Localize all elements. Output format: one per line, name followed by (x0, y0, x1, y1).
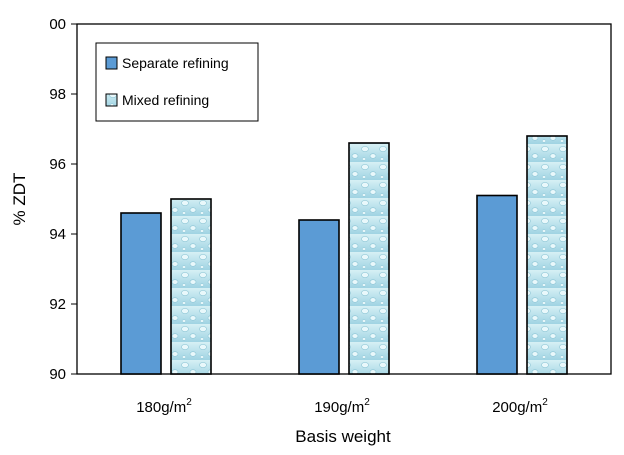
y-axis-title: % ZDT (10, 173, 29, 226)
y-tick-label: 98 (49, 86, 66, 103)
x-tick-label: 180g/m2 (136, 397, 192, 416)
bar-separate-0 (120, 212, 162, 375)
legend-box (95, 42, 259, 122)
bar-separate-2 (476, 194, 518, 375)
bars (120, 135, 568, 375)
bar-mixed-1 (348, 142, 390, 375)
x-tick-label: 200g/m2 (492, 397, 548, 416)
y-tick-label: 90 (49, 366, 66, 383)
bar-separate-1 (298, 219, 340, 375)
y-tick-label: 94 (49, 226, 66, 243)
x-tick-label: 190g/m2 (314, 397, 370, 416)
y-tick-label: 96 (49, 156, 66, 173)
legend-label-separate: Separate refining (122, 55, 229, 71)
y-axis: 90 92 94 96 98 00 (49, 16, 77, 383)
x-axis-title: Basis weight (295, 427, 391, 446)
x-axis-labels: 180g/m2 190g/m2 200g/m2 (136, 397, 548, 416)
y-tick-label: 00 (49, 16, 66, 33)
legend: Separate refining Mixed refining (95, 42, 259, 122)
legend-label-mixed: Mixed refining (122, 92, 209, 108)
bar-mixed-2 (526, 135, 568, 375)
bar-mixed-0 (170, 198, 212, 375)
y-tick-label: 92 (49, 296, 66, 313)
legend-swatch-mixed (105, 93, 118, 107)
legend-swatch-separate (105, 56, 118, 70)
